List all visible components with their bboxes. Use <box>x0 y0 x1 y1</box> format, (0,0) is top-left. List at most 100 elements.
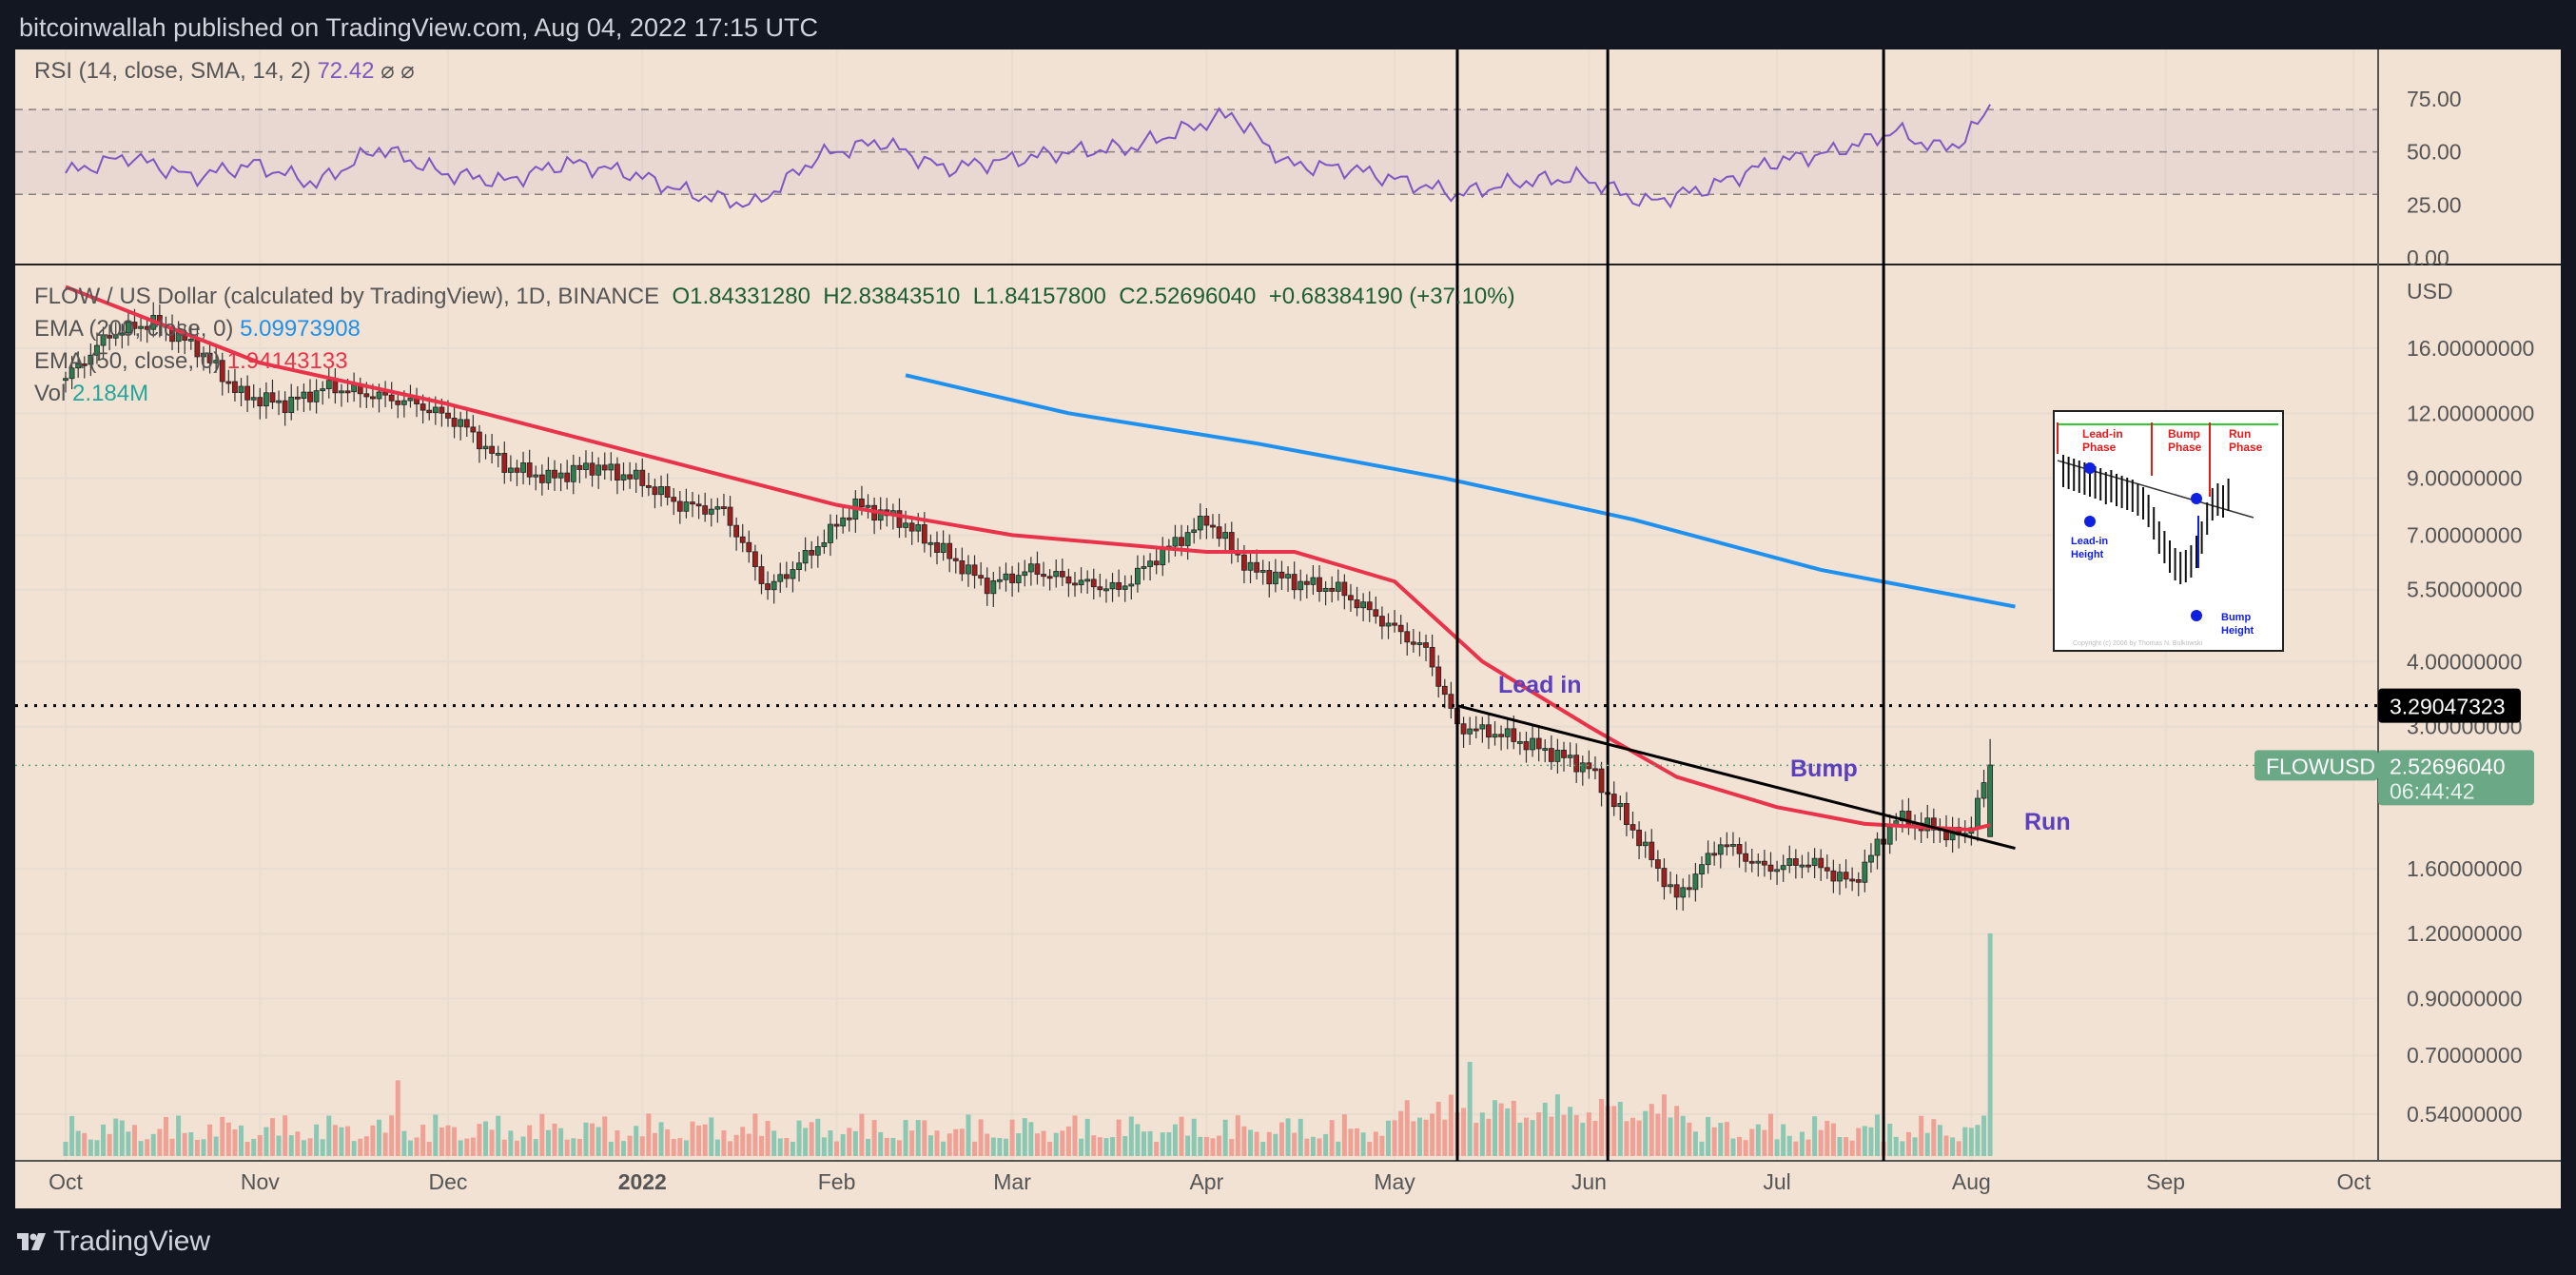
candle-body <box>1429 646 1435 668</box>
candle-body <box>1179 537 1184 546</box>
candle-body <box>1335 581 1341 592</box>
volume-bar <box>896 1140 902 1156</box>
volume-bar <box>866 1138 871 1156</box>
inset-label: Lead-in <box>2082 427 2123 441</box>
candle-body <box>344 390 351 394</box>
inset-dot <box>2191 493 2202 504</box>
candle-body <box>796 562 802 571</box>
price-tick-label: 9.00000000 <box>2407 466 2523 491</box>
volume-bar <box>320 1139 325 1156</box>
rsi-band <box>15 109 2378 195</box>
volume-bar <box>157 1128 163 1156</box>
volume-bar <box>847 1128 852 1156</box>
candle-body <box>915 524 922 532</box>
volume-bar <box>1737 1136 1743 1156</box>
volume-bar <box>852 1130 858 1156</box>
candle-body <box>859 498 865 507</box>
volume-bar <box>1856 1128 1862 1156</box>
time-tick-label: Mar <box>993 1169 1031 1194</box>
candle-body <box>997 579 1003 582</box>
ema200-legend[interactable]: EMA (200, close, 0) 5.09973908 <box>34 316 361 343</box>
volume-bar <box>709 1117 714 1156</box>
volume-bar <box>1912 1137 1918 1156</box>
volume-bar <box>1624 1121 1630 1156</box>
volume-bar <box>1692 1131 1698 1156</box>
volume-bar <box>1774 1139 1780 1156</box>
symbol-legend[interactable]: FLOW / US Dollar (calculated by TradingV… <box>34 284 1515 310</box>
volume-bar <box>815 1118 821 1156</box>
volume-legend[interactable]: Vol 2.184M <box>34 381 148 407</box>
candle-body <box>451 418 458 427</box>
candle-body <box>1673 884 1680 898</box>
candle-body <box>1711 853 1718 856</box>
candle-body <box>1473 728 1479 732</box>
volume-bar <box>1730 1138 1736 1156</box>
volume-bar <box>269 1118 275 1156</box>
volume-bar <box>150 1133 156 1156</box>
volume-bar <box>1235 1115 1240 1156</box>
volume-bar <box>1599 1098 1605 1156</box>
volume-bar <box>927 1135 933 1156</box>
volume-bar <box>1931 1119 1937 1156</box>
volume-bar <box>1004 1138 1008 1156</box>
volume-bar <box>1022 1118 1027 1156</box>
volume-bar <box>1430 1113 1435 1156</box>
volume-bar <box>1711 1127 1717 1156</box>
volume-bar <box>1298 1118 1303 1156</box>
hline-price-tag <box>2378 688 2521 723</box>
volume-bar <box>740 1127 746 1156</box>
volume-bar <box>934 1130 940 1156</box>
volume-bar <box>1511 1100 1516 1156</box>
volume-bar <box>1486 1118 1492 1156</box>
publisher-header: bitcoinwallah published on TradingView.c… <box>0 0 2576 49</box>
volume-bar <box>533 1139 538 1156</box>
volume-bar <box>69 1116 75 1156</box>
volume-bar <box>1379 1135 1385 1156</box>
volume-bar <box>1128 1116 1134 1156</box>
volume-bar <box>1661 1094 1667 1156</box>
volume-bar <box>1505 1108 1511 1156</box>
candle-body <box>1624 803 1630 825</box>
candle-body <box>1830 870 1837 882</box>
volume-bar <box>1479 1112 1485 1156</box>
candle-body <box>1103 588 1109 592</box>
candle-body <box>1116 581 1122 590</box>
volume-bar <box>1649 1104 1654 1156</box>
ema50-line <box>65 284 1991 833</box>
volume-bar <box>1329 1120 1335 1156</box>
candle-body <box>1755 860 1762 864</box>
candle-body <box>489 445 496 454</box>
ema50-label: EMA (50, close, 0) <box>34 348 222 374</box>
candle-body <box>671 497 677 502</box>
volume-bar <box>602 1116 608 1156</box>
candle-body <box>1015 575 1022 583</box>
volume-bar <box>997 1137 1003 1156</box>
volume-bar <box>314 1124 320 1156</box>
candle-body <box>1987 764 1994 837</box>
volume-bar <box>1536 1112 1542 1156</box>
volume-bar <box>1887 1124 1893 1156</box>
candle-body <box>263 392 269 407</box>
volume-bar <box>1217 1135 1222 1156</box>
volume-bar <box>326 1115 332 1156</box>
volume-bar <box>903 1120 908 1156</box>
volume-bar <box>1360 1132 1366 1156</box>
volume-bar <box>458 1140 463 1156</box>
volume-bar <box>1668 1117 1673 1156</box>
candle-body <box>952 558 959 561</box>
last-price-label: 2.52696040 <box>2390 754 2506 778</box>
trendline <box>1456 704 2016 851</box>
candle-body <box>1410 641 1416 645</box>
ema50-legend[interactable]: EMA (50, close, 0) 1.94143133 <box>34 348 348 375</box>
candle-body <box>1329 587 1336 592</box>
brand-name: TradingView <box>53 1226 211 1257</box>
chart-canvas[interactable]: 75.00 50.00 25.00 0.00 16.00000000 12.0000000… <box>15 49 2561 1208</box>
chart-pane[interactable]: 75.00 50.00 25.00 0.00 16.00000000 12.0000000… <box>15 49 2561 1208</box>
volume-bar <box>752 1113 758 1156</box>
volume-bar <box>1554 1094 1560 1156</box>
candle-body <box>1303 580 1310 585</box>
volume-bar <box>470 1137 476 1156</box>
candle-body <box>470 426 477 433</box>
symbol-tag-label: FLOWUSD <box>2266 754 2375 778</box>
volume-bar <box>1755 1124 1761 1156</box>
